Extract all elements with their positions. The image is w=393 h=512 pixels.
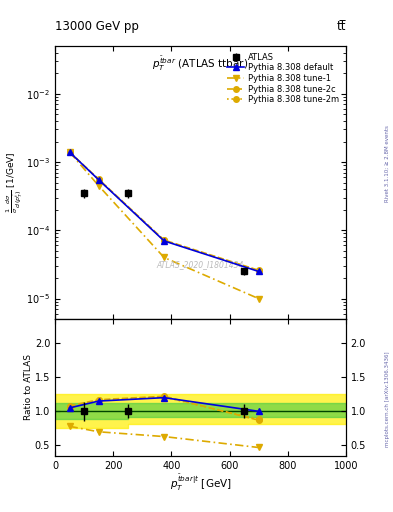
Text: $p_T^{\bar{t}bar}$ (ATLAS ttbar): $p_T^{\bar{t}bar}$ (ATLAS ttbar)	[152, 54, 249, 73]
Text: tt̅: tt̅	[336, 20, 346, 33]
Pythia 8.308 default	[256, 268, 261, 274]
Pythia 8.308 tune-2m	[256, 268, 261, 274]
Y-axis label: $\frac{1}{\sigma}\frac{d\sigma}{d\,(p_T^{\bar{t}})}\ \mathrm{[1/GeV]}$: $\frac{1}{\sigma}\frac{d\sigma}{d\,(p_T^…	[4, 152, 25, 214]
Pythia 8.308 tune-1	[162, 254, 167, 261]
Text: 13000 GeV pp: 13000 GeV pp	[55, 20, 139, 33]
Text: Rivet 3.1.10; ≥ 2.8M events: Rivet 3.1.10; ≥ 2.8M events	[385, 125, 390, 202]
Pythia 8.308 tune-1	[67, 149, 72, 155]
Y-axis label: Ratio to ATLAS: Ratio to ATLAS	[24, 354, 33, 420]
Pythia 8.308 tune-2c	[67, 149, 72, 155]
X-axis label: $p^{\bar{t}bar|t}_{T}\ \mathrm{[GeV]}$: $p^{\bar{t}bar|t}_{T}\ \mathrm{[GeV]}$	[169, 473, 231, 494]
Legend: ATLAS, Pythia 8.308 default, Pythia 8.308 tune-1, Pythia 8.308 tune-2c, Pythia 8: ATLAS, Pythia 8.308 default, Pythia 8.30…	[225, 50, 342, 107]
Pythia 8.308 tune-2c	[96, 176, 101, 182]
Line: Pythia 8.308 default: Pythia 8.308 default	[67, 150, 261, 274]
Line: Pythia 8.308 tune-2c: Pythia 8.308 tune-2c	[67, 150, 261, 273]
Pythia 8.308 tune-2c	[256, 267, 261, 273]
Pythia 8.308 tune-2c	[162, 237, 167, 243]
Line: Pythia 8.308 tune-1: Pythia 8.308 tune-1	[67, 150, 261, 302]
Text: mcplots.cern.ch [arXiv:1306.3436]: mcplots.cern.ch [arXiv:1306.3436]	[385, 352, 390, 447]
Text: ATLAS_2020_I1801434: ATLAS_2020_I1801434	[157, 260, 244, 269]
Pythia 8.308 default	[67, 149, 72, 155]
Pythia 8.308 tune-1	[96, 183, 101, 189]
Pythia 8.308 tune-1	[256, 295, 261, 302]
Pythia 8.308 tune-2m	[67, 149, 72, 155]
Line: Pythia 8.308 tune-2m: Pythia 8.308 tune-2m	[67, 150, 261, 273]
Pythia 8.308 default	[162, 238, 167, 244]
Pythia 8.308 default	[96, 177, 101, 183]
Pythia 8.308 tune-2m	[96, 177, 101, 183]
Pythia 8.308 tune-2m	[162, 238, 167, 244]
